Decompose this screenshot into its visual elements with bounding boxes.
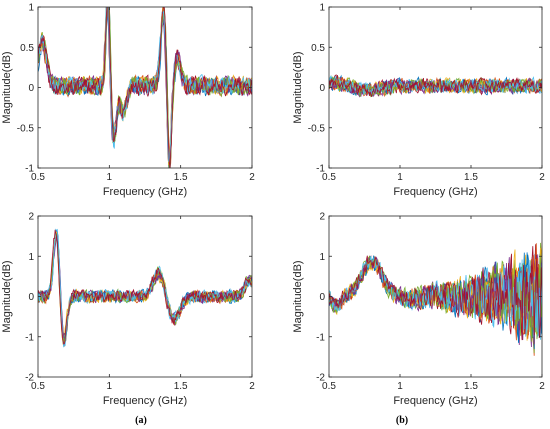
y-tick-label: 2 <box>28 212 34 223</box>
series-line <box>38 7 252 163</box>
series-group <box>329 74 542 98</box>
x-tick-label: 2 <box>539 172 545 183</box>
x-tick-label: 0.5 <box>322 381 336 392</box>
caption-a: (a) <box>135 415 147 426</box>
y-tick-label: -2 <box>25 373 34 384</box>
x-tick-label: 0.5 <box>322 172 336 183</box>
y-tick-label: 0 <box>319 83 325 94</box>
series-line <box>38 7 252 168</box>
x-tick-label: 0.5 <box>31 172 45 183</box>
y-tick-label: 0.5 <box>20 43 34 54</box>
x-tick-label: 1.5 <box>464 381 478 392</box>
x-tick-label: 2 <box>249 172 255 183</box>
y-axis-label: Magnitude(dB) <box>292 51 304 123</box>
series-line <box>329 74 542 97</box>
series-group <box>329 241 542 356</box>
y-tick-label: 1 <box>319 3 325 14</box>
y-axis-label: Magnitude(dB) <box>292 260 304 332</box>
y-tick-label: 2 <box>319 212 325 223</box>
panel-top-left: 0.5 1 1.5 2 -1 -0.5 0 0.5 1 Frequency (GHz) Magnit… <box>1 3 255 199</box>
x-tick-label: 1.5 <box>174 381 188 392</box>
y-tick-label: -2 <box>316 373 325 384</box>
y-tick-label: 1 <box>319 252 325 263</box>
x-tick-label: 0.5 <box>31 381 45 392</box>
y-tick-label: 1 <box>28 252 34 263</box>
x-tick-label: 1 <box>397 172 403 183</box>
y-tick-label: 0 <box>319 292 325 303</box>
y-tick-label: 0 <box>28 83 34 94</box>
series-line <box>329 253 542 337</box>
y-tick-label: -1 <box>316 332 325 343</box>
x-tick-label: 1 <box>397 381 403 392</box>
series-group <box>38 7 252 168</box>
y-tick-label: -1 <box>316 164 325 175</box>
y-tick-label: -0.5 <box>308 123 326 134</box>
y-axis-label: Magnitude(dB) <box>1 51 13 123</box>
x-tick-label: 2 <box>539 381 545 392</box>
series-group <box>38 228 252 348</box>
y-tick-label: 0.5 <box>311 43 325 54</box>
x-axis-label: Frequency (GHz) <box>393 395 477 407</box>
panel-top-right: 0.5 1 1.5 2 -1 -0.5 0 0.5 1 Frequency (GHz) Magnit… <box>292 3 545 199</box>
y-axis-label: Magnitude(dB) <box>1 260 13 332</box>
y-tick-label: -0.5 <box>17 123 35 134</box>
x-axis-label: Frequency (GHz) <box>103 186 187 198</box>
x-tick-label: 2 <box>249 381 255 392</box>
x-axis-label: Frequency (GHz) <box>103 395 187 407</box>
panel-bottom-left: 0.5 1 1.5 2 -2 -1 0 1 2 Frequency (GHz) Magnitude(… <box>1 212 255 408</box>
series-line <box>329 253 542 341</box>
y-tick-label: -1 <box>25 164 34 175</box>
panel-bottom-right: 0.5 1 1.5 2 -2 -1 0 1 2 Frequency (GHz) Magnitude(… <box>292 212 545 408</box>
series-line <box>38 229 252 345</box>
y-tick-label: -1 <box>25 332 34 343</box>
y-tick-label: 1 <box>28 3 34 14</box>
y-tick-label: 0 <box>28 292 34 303</box>
caption-b: (b) <box>396 415 408 426</box>
x-tick-label: 1 <box>107 381 113 392</box>
x-tick-label: 1.5 <box>464 172 478 183</box>
x-tick-label: 1.5 <box>174 172 188 183</box>
x-tick-label: 1 <box>107 172 113 183</box>
x-axis-label: Frequency (GHz) <box>393 186 477 198</box>
